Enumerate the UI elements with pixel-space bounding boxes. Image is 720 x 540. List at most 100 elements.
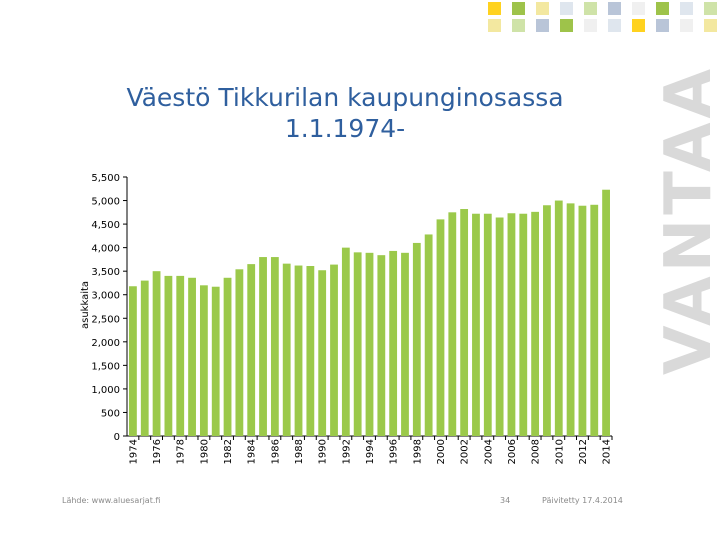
x-tick-label: 2012 <box>578 439 589 464</box>
source-note: Lähde: www.aluesarjat.fi <box>62 496 161 505</box>
bar-2010 <box>554 200 563 436</box>
bar-1996 <box>389 250 398 436</box>
decorative-square <box>632 2 645 15</box>
x-tick-label: 1994 <box>365 439 376 464</box>
bar-2000 <box>436 219 445 436</box>
bar-2009 <box>543 205 551 436</box>
title-line-1: Väestö Tikkurilan kaupunginosassa <box>126 83 564 112</box>
bar-2002 <box>460 209 469 436</box>
x-tick-label: 2000 <box>436 439 447 464</box>
x-tick-label: 2006 <box>507 439 518 464</box>
bar-2011 <box>566 203 575 436</box>
y-tick-label: 2,500 <box>91 314 120 325</box>
bar-1999 <box>424 234 433 436</box>
x-tick-label: 1980 <box>199 439 210 464</box>
bar-2003 <box>472 213 480 436</box>
bar-2001 <box>448 212 457 436</box>
bar-1975 <box>140 280 149 436</box>
vantaa-logo-text: VANTAA <box>652 65 718 375</box>
x-tick-label: 2004 <box>483 439 494 464</box>
decorative-square <box>584 19 597 32</box>
y-tick-label: 0 <box>114 432 120 443</box>
bar-2004 <box>483 213 492 436</box>
decorative-square <box>488 2 501 15</box>
decorative-square <box>512 2 525 15</box>
vantaa-logo: VANTAA <box>648 50 720 380</box>
bar-1994 <box>365 252 374 436</box>
updated-note: Päivitetty 17.4.2014 <box>542 496 623 505</box>
bar-1978 <box>176 275 185 436</box>
decorative-square <box>536 2 549 15</box>
title-line-2: 1.1.1974- <box>284 114 406 143</box>
x-tick-label: 1976 <box>152 439 163 464</box>
bar-1980 <box>199 285 208 436</box>
bar-1988 <box>294 265 303 436</box>
x-tick-label: 1990 <box>318 439 329 464</box>
bar-1979 <box>188 277 196 436</box>
bar-2005 <box>495 217 504 436</box>
bar-1993 <box>353 252 362 436</box>
y-tick-label: 5,500 <box>91 173 120 184</box>
decorative-square <box>608 19 621 32</box>
decorative-square <box>680 19 693 32</box>
y-tick-label: 5,000 <box>91 197 120 208</box>
page-number: 34 <box>500 496 511 505</box>
decorative-square <box>656 2 669 15</box>
x-tick-label: 2010 <box>554 439 565 464</box>
y-tick-label: 3,500 <box>91 267 120 278</box>
decorative-squares <box>0 0 720 40</box>
bar-1991 <box>330 264 338 436</box>
y-tick-label: 4,500 <box>91 220 120 231</box>
bar-1974 <box>129 286 137 436</box>
bar-1981 <box>211 286 220 436</box>
bar-1985 <box>259 257 267 436</box>
bar-1998 <box>412 242 421 436</box>
y-tick-label: 1,500 <box>91 361 120 372</box>
y-axis-label: asukkaita <box>80 281 91 329</box>
decorative-square <box>560 2 573 15</box>
decorative-square <box>704 19 717 32</box>
bar-2013 <box>590 204 599 436</box>
bar-1976 <box>152 271 161 436</box>
y-tick-label: 500 <box>101 408 120 419</box>
x-tick-label: 2014 <box>602 439 613 464</box>
y-tick-label: 3,000 <box>91 291 120 302</box>
decorative-square <box>584 2 597 15</box>
x-tick-label: 2002 <box>460 439 471 464</box>
x-tick-label: 2008 <box>531 439 542 464</box>
bar-1995 <box>377 255 386 436</box>
x-tick-label: 1998 <box>412 439 423 464</box>
decorative-square <box>632 19 645 32</box>
x-tick-label: 1984 <box>247 439 258 464</box>
vantaa-logo-graphic: VANTAA <box>652 65 720 375</box>
x-tick-label: 1974 <box>128 439 139 464</box>
bar-1989 <box>306 266 315 436</box>
bar-1992 <box>341 247 350 436</box>
x-tick-label: 1996 <box>389 439 400 464</box>
decorative-square <box>608 2 621 15</box>
decorative-square <box>488 19 501 32</box>
y-tick-label: 4,000 <box>91 244 120 255</box>
bar-1977 <box>164 275 173 436</box>
x-tick-label: 1988 <box>294 439 305 464</box>
bar-1982 <box>223 277 232 436</box>
x-tick-label: 1986 <box>270 439 281 464</box>
bar-1990 <box>318 270 327 436</box>
decorative-square <box>656 19 669 32</box>
x-tick-label: 1978 <box>176 439 187 464</box>
decorative-square <box>536 19 549 32</box>
page-title: Väestö Tikkurilan kaupunginosassa 1.1.19… <box>90 82 600 144</box>
bar-1997 <box>401 252 409 436</box>
bar-2014 <box>602 189 610 436</box>
y-tick-label: 1,000 <box>91 385 120 396</box>
bar-1983 <box>235 269 244 436</box>
decorative-square <box>512 19 525 32</box>
decorative-square <box>704 2 717 15</box>
bar-2006 <box>507 213 516 436</box>
bar-2012 <box>578 205 587 436</box>
bar-2007 <box>519 213 528 436</box>
bar-2008 <box>531 211 540 436</box>
x-tick-label: 1982 <box>223 439 234 464</box>
bar-1987 <box>282 263 291 436</box>
